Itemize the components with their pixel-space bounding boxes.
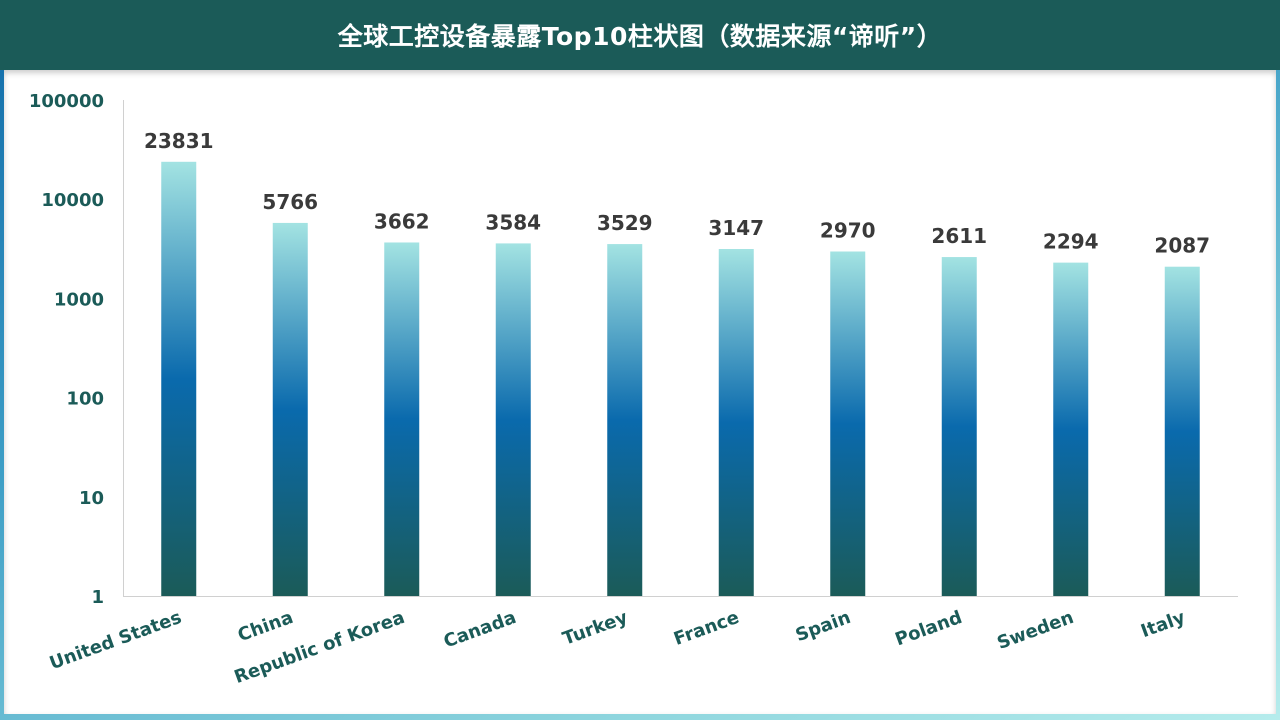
y-tick-label: 1 xyxy=(91,587,104,608)
bar xyxy=(1164,266,1200,596)
bar xyxy=(495,243,531,597)
data-label: 5766 xyxy=(262,190,318,214)
bar xyxy=(384,242,420,597)
x-tick-label: Spain xyxy=(793,607,854,646)
x-tick-label: United States xyxy=(47,607,185,674)
x-tick-label: China xyxy=(235,607,296,646)
x-tick-label: Canada xyxy=(441,607,519,653)
y-tick-label: 1000 xyxy=(54,289,104,310)
bar xyxy=(718,249,754,596)
data-label: 3662 xyxy=(374,209,430,233)
y-tick-label: 10 xyxy=(79,488,104,509)
y-tick-label: 100 xyxy=(66,389,104,410)
title-bar: 全球工控设备暴露Top10柱状图（数据来源“谛听”） xyxy=(0,0,1280,70)
y-tick-label: 10000 xyxy=(41,190,104,211)
x-tick-label: Italy xyxy=(1138,607,1188,642)
bar xyxy=(272,222,308,596)
data-label: 3147 xyxy=(708,216,764,240)
y-tick-label: 100000 xyxy=(29,91,104,112)
x-tick-label: France xyxy=(671,607,742,650)
bar xyxy=(1053,262,1089,596)
bar xyxy=(830,251,866,596)
bar xyxy=(607,244,643,597)
data-label: 3529 xyxy=(597,211,653,235)
data-label: 3584 xyxy=(485,210,541,234)
x-tick-label: Sweden xyxy=(994,607,1076,654)
chart-title: 全球工控设备暴露Top10柱状图（数据来源“谛听”） xyxy=(337,22,943,51)
bar xyxy=(161,161,197,597)
data-label: 2611 xyxy=(931,224,987,248)
data-label: 2087 xyxy=(1154,234,1210,258)
data-label: 2970 xyxy=(820,219,876,243)
data-label: 23831 xyxy=(144,129,214,153)
x-tick-label: Poland xyxy=(892,607,965,651)
bar xyxy=(941,257,977,596)
data-label: 2294 xyxy=(1043,230,1099,254)
x-tick-label: Turkey xyxy=(560,607,631,650)
